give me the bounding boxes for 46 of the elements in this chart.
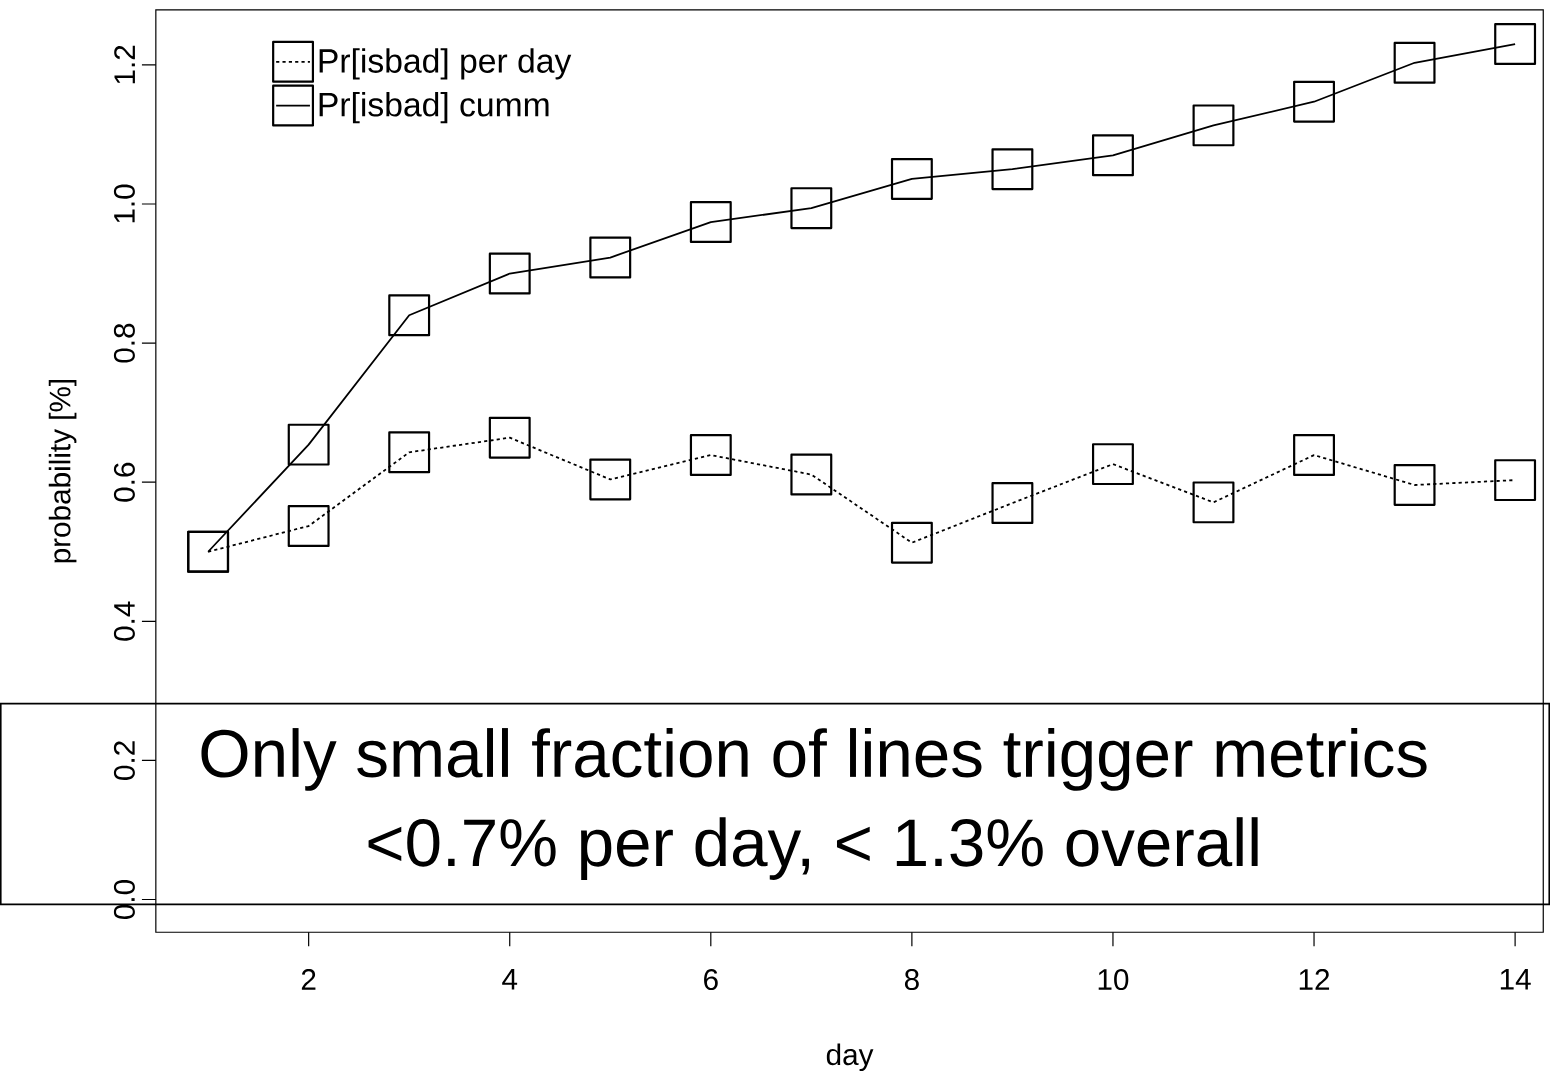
y-tick-label: 1.2 (114, 45, 135, 84)
point (287, 423, 330, 466)
point (488, 416, 531, 459)
x-tick-label: 12 (1299, 969, 1330, 990)
point (1494, 459, 1537, 502)
x-tick-label: 8 (904, 969, 919, 991)
point (1393, 464, 1436, 507)
point (1293, 434, 1336, 477)
point (388, 294, 431, 337)
x-tick-label: 6 (704, 969, 718, 991)
y-tick-label: 1.0 (113, 184, 135, 223)
point (790, 187, 833, 230)
legend-label: Pr[isbad] per day (319, 48, 572, 80)
y-tick-label: 0.6 (113, 463, 135, 502)
annotation: Only small fraction of lines trigger metrics (201, 728, 1427, 791)
point (1192, 104, 1235, 147)
point (1091, 134, 1134, 177)
legend-label: Pr[isbad] cumm (319, 92, 549, 124)
x-tick-label: 2 (301, 969, 316, 990)
point (388, 431, 431, 474)
y-tick-label: 0.8 (113, 323, 135, 363)
annotation: <0.7% per day, < 1.3% overall (368, 817, 1258, 881)
point (890, 158, 933, 201)
point (488, 252, 531, 295)
point (1494, 23, 1537, 66)
point (890, 521, 933, 564)
point (589, 458, 632, 501)
point (991, 482, 1034, 525)
x-tick-label: 14 (1500, 969, 1531, 990)
point (1091, 443, 1134, 486)
point (1293, 80, 1336, 123)
point (790, 453, 833, 496)
y-tick-label: 0.2 (113, 741, 135, 781)
point (1192, 481, 1235, 524)
y-tick-label: 0.4 (113, 601, 135, 641)
point (1393, 41, 1436, 84)
point (589, 236, 632, 279)
y-tick-label: 0.0 (113, 880, 135, 920)
point (689, 434, 732, 477)
y-axis-title: probability [%] (48, 380, 77, 563)
x-tick-label: 4 (502, 969, 518, 990)
point (991, 148, 1034, 191)
x-axis-title: day (826, 1043, 874, 1072)
x-tick-label: 10 (1098, 969, 1129, 991)
point (287, 505, 330, 548)
point (689, 201, 732, 244)
